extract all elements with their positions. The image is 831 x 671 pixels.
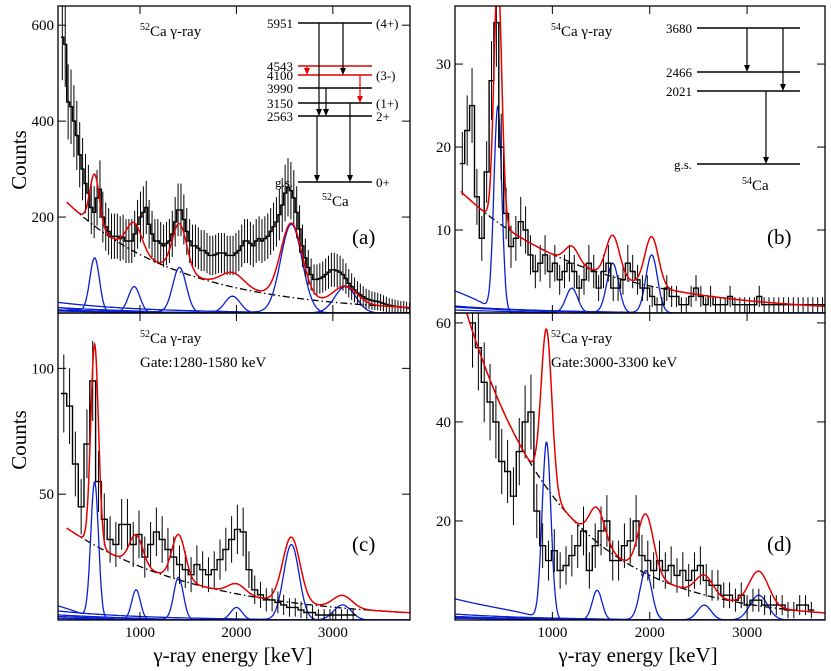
component-peak-5	[58, 543, 410, 620]
y-tick-label: 400	[32, 114, 55, 130]
panel-frame	[57, 5, 411, 314]
error-bars	[472, 313, 812, 619]
x-axis-label-left: γ-ray energy [keV]	[152, 643, 312, 667]
level-spin: 0+	[376, 175, 390, 190]
level-energy: 2466	[666, 65, 693, 80]
x-tick-label: 2000	[221, 625, 251, 641]
level-energy: 3990	[267, 81, 293, 96]
arrow-head	[347, 175, 353, 182]
x-axis-label-right: γ-ray energy [keV]	[557, 643, 717, 667]
arrow-head	[323, 109, 329, 116]
plot-area-d	[455, 313, 825, 620]
y-tick-label: 40	[436, 415, 451, 431]
plot-area-b	[455, 6, 825, 313]
arrow-head	[744, 65, 750, 72]
error-bars	[61, 6, 410, 313]
level-energy: 5951	[267, 16, 293, 31]
total-fit-curve	[66, 173, 410, 309]
level-spin: 2+	[376, 109, 390, 124]
y-tick-label: 200	[32, 210, 55, 226]
component-peak-5	[58, 223, 410, 313]
level-spin: (3-)	[376, 68, 396, 83]
component-peak-1	[455, 441, 825, 620]
total-fit-curve	[66, 341, 410, 614]
spectrum-title: 54Ca γ-ray	[551, 22, 613, 40]
panel-c: 1000 2000 3000 50 100 52Ca γ-ray Gate:1280-158…	[32, 312, 411, 641]
y-tick-label: 50	[39, 487, 54, 503]
panel-d: 1000 2000 3000 20 40 60 52Ca γ-ray Gate:3000-33…	[436, 312, 826, 641]
panel-b: 10 20 30 54Ca γ-ray (b) 3680 2466 2021 g.s. 54Ca	[436, 5, 826, 314]
level-energy: 2563	[267, 109, 293, 124]
arrow-head	[780, 84, 786, 91]
component-peak-4	[455, 254, 825, 313]
panel-label: (b)	[767, 225, 792, 249]
x-tick-label: 3000	[318, 625, 348, 641]
plot-area-a	[58, 6, 410, 313]
panel-label: (a)	[352, 225, 375, 249]
plot-area-c	[58, 340, 410, 620]
background-curve	[72, 207, 406, 308]
panel-frame	[57, 312, 411, 621]
x-tick-label: 1000	[125, 625, 155, 641]
arrow-head	[340, 68, 346, 75]
level-energy: g.s.	[275, 175, 293, 190]
arrow-head	[357, 96, 363, 103]
panel-label: (d)	[767, 532, 792, 556]
level-energy: 4543	[267, 59, 293, 74]
panel-label: (c)	[352, 532, 375, 556]
spectrum-title: 52Ca γ-ray	[551, 329, 613, 347]
error-bars	[461, 6, 824, 313]
total-fit-curve	[465, 313, 825, 614]
arrow-head	[304, 68, 310, 75]
x-tick-label: 1000	[537, 625, 567, 641]
level-scheme-nucleus: 52Ca	[322, 192, 349, 210]
level-spin: (1+)	[376, 96, 399, 111]
component-peak-3	[58, 576, 410, 620]
data-histogram	[60, 36, 410, 309]
arrow-head	[314, 175, 320, 182]
level-energy: g.s.	[674, 157, 692, 172]
panel-frame	[454, 312, 826, 621]
component-peak-2	[455, 287, 825, 313]
arrow-head	[316, 109, 322, 116]
y-tick-label: 10	[436, 223, 451, 239]
spectrum-title: 52Ca γ-ray	[140, 329, 202, 347]
total-fit-curve	[460, 6, 825, 308]
background-curve	[466, 313, 821, 614]
level-energy: 3150	[267, 96, 293, 111]
level-spin: (4+)	[376, 16, 399, 31]
level-scheme-nucleus: 54Ca	[742, 176, 769, 194]
level-scheme-54ca: 3680 2466 2021 g.s. 54Ca	[666, 21, 800, 194]
spectrum-title: 52Ca γ-ray	[140, 22, 202, 40]
y-tick-label: 20	[436, 514, 451, 530]
component-peak-3	[58, 266, 410, 313]
y-tick-label: 100	[32, 361, 55, 377]
x-tick-label: 2000	[635, 625, 665, 641]
level-energy: 3680	[666, 21, 692, 36]
level-energy: 4100	[267, 68, 293, 83]
error-bars	[63, 340, 354, 620]
arrow-head	[763, 157, 769, 164]
y-axis-label-bottom: Counts	[7, 410, 31, 470]
gate-label: Gate:3000-3300 keV	[551, 355, 677, 371]
data-histogram	[469, 322, 815, 611]
y-axis-label-top: Counts	[7, 130, 31, 190]
y-tick-label: 20	[436, 140, 451, 156]
y-tick-label: 60	[436, 316, 451, 332]
gate-label: Gate:1280-1580 keV	[140, 355, 266, 371]
x-tick-label: 3000	[732, 625, 762, 641]
component-peak-3	[455, 569, 825, 620]
y-tick-label: 30	[436, 57, 451, 73]
level-energy: 2021	[666, 84, 692, 99]
y-tick-label: 600	[32, 18, 55, 34]
